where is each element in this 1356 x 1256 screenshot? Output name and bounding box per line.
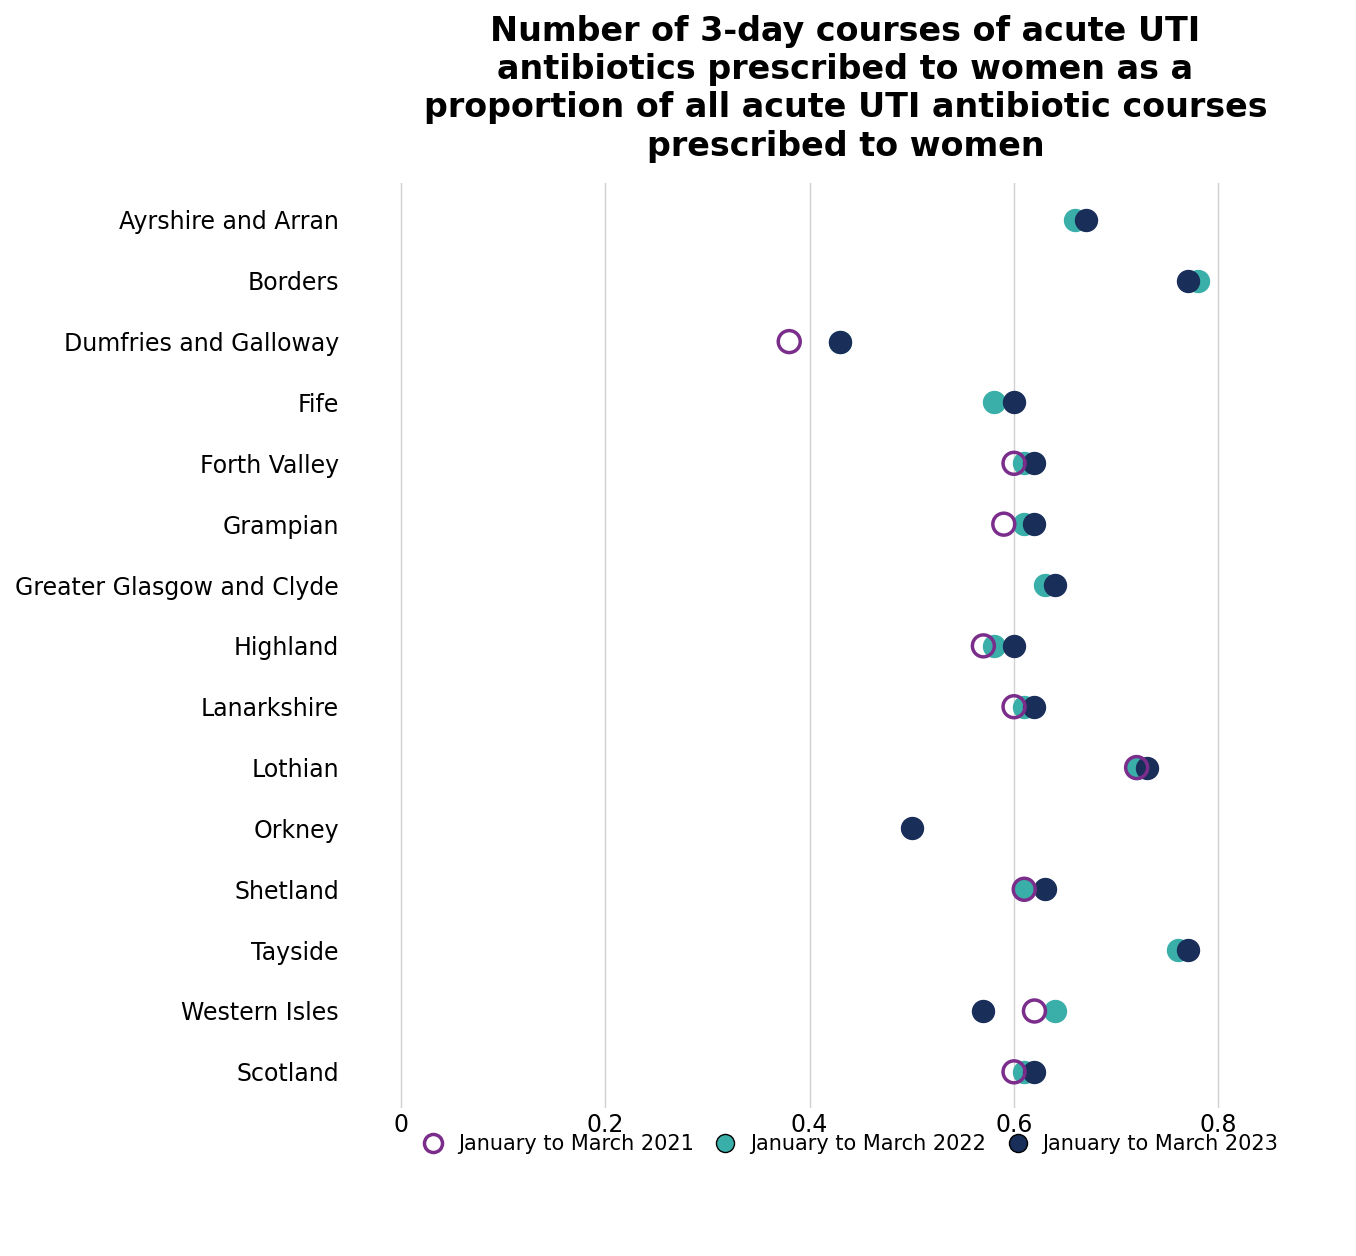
Point: [1177, 271, 1199, 291]
Point: [1024, 697, 1045, 717]
Point: [1064, 210, 1086, 230]
Point: [972, 636, 994, 656]
Point: [1166, 939, 1188, 960]
Title: Number of 3-day courses of acute UTI
antibiotics prescribed to women as a
propor: Number of 3-day courses of acute UTI ant…: [423, 15, 1268, 162]
Point: [1044, 575, 1066, 595]
Point: [1044, 1001, 1066, 1021]
Point: [778, 332, 800, 352]
Point: [972, 1001, 994, 1021]
Point: [900, 819, 922, 839]
Point: [1003, 636, 1025, 656]
Point: [1013, 514, 1035, 534]
Point: [1033, 879, 1055, 899]
Point: [1003, 453, 1025, 474]
Point: [1033, 575, 1055, 595]
Point: [830, 332, 852, 352]
Point: [830, 332, 852, 352]
Point: [1003, 392, 1025, 412]
Point: [1186, 271, 1208, 291]
Point: [1125, 757, 1147, 777]
Point: [983, 636, 1005, 656]
Point: [1013, 879, 1035, 899]
Point: [983, 392, 1005, 412]
Legend: January to March 2021, January to March 2022, January to March 2023: January to March 2021, January to March …: [404, 1127, 1287, 1163]
Point: [1177, 939, 1199, 960]
Point: [1024, 453, 1045, 474]
Point: [1125, 757, 1147, 777]
Point: [1136, 757, 1158, 777]
Point: [1024, 1001, 1045, 1021]
Point: [1003, 1061, 1025, 1081]
Point: [1024, 1061, 1045, 1081]
Point: [1075, 210, 1097, 230]
Point: [1013, 453, 1035, 474]
Point: [1013, 879, 1035, 899]
Point: [1013, 697, 1035, 717]
Point: [1003, 697, 1025, 717]
Point: [993, 514, 1014, 534]
Point: [1013, 1061, 1035, 1081]
Point: [1024, 514, 1045, 534]
